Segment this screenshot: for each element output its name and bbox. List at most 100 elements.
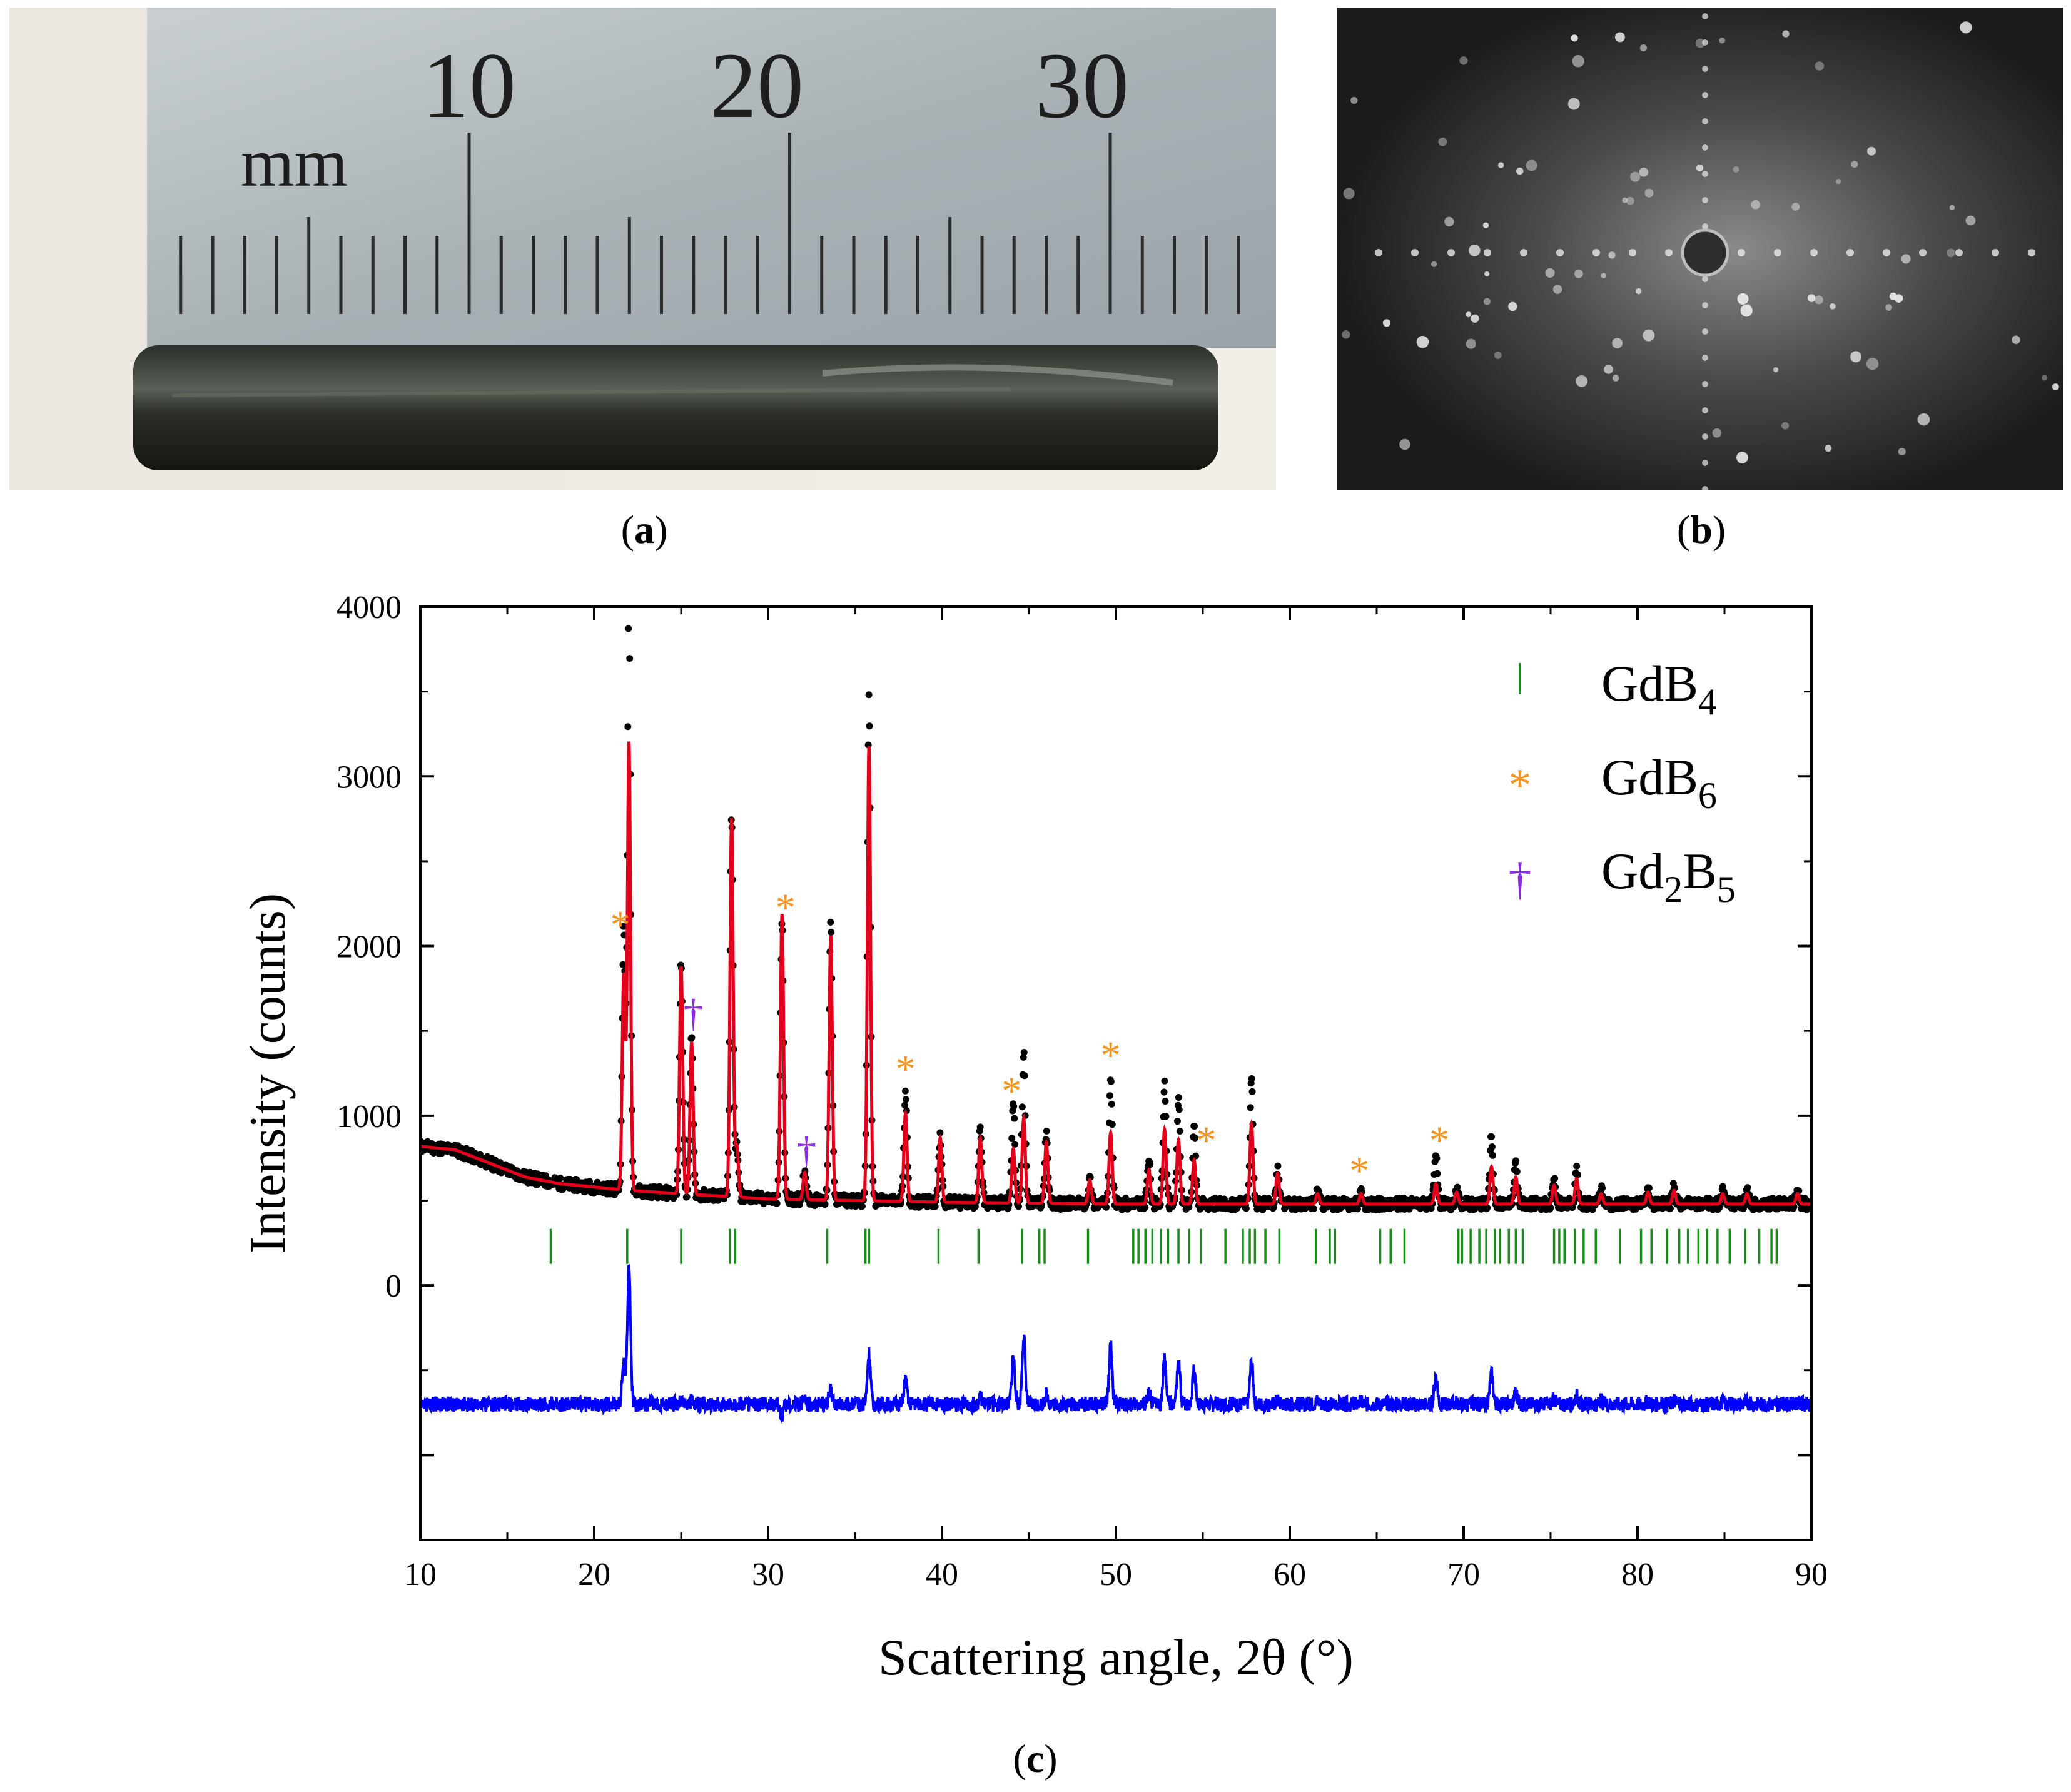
laue-spot <box>2028 249 2035 256</box>
x-tick-label: 40 <box>926 1557 958 1592</box>
panel-label-a: (a) <box>620 507 668 552</box>
ruler-body <box>147 8 1276 348</box>
laue-spot <box>1774 249 1781 256</box>
observed-point <box>625 597 632 604</box>
observed-point <box>901 1101 909 1109</box>
laue-spot <box>2052 383 2059 390</box>
laue-spot <box>1733 166 1739 173</box>
x-tick-label: 10 <box>404 1557 437 1592</box>
laue-spot <box>1466 311 1472 318</box>
laue-spot <box>1947 248 1955 257</box>
observed-point <box>1010 1103 1018 1110</box>
ruler-number-20: 20 <box>710 34 804 138</box>
beam-stop <box>1681 228 1729 277</box>
laue-spot <box>1484 249 1491 256</box>
observed-point <box>1162 1098 1169 1105</box>
laue-spot <box>1552 285 1562 294</box>
laue-spot <box>1702 171 1708 177</box>
laue-spot <box>1497 162 1504 168</box>
laue-spot <box>1737 293 1749 305</box>
observed-point <box>1744 1184 1751 1192</box>
laue-spot <box>1482 222 1489 228</box>
observed-point <box>1487 1133 1495 1140</box>
observed-point <box>828 929 835 936</box>
y-tick-label: 1000 <box>337 1099 402 1135</box>
observed-point <box>1162 1113 1170 1120</box>
ruler-sample-photo: mm 10 20 30 <box>9 8 1276 490</box>
y-tick-label: 0 <box>385 1268 402 1304</box>
observed-point <box>1175 1094 1182 1101</box>
gdb6-marker: * <box>1349 1148 1369 1193</box>
observed-point <box>1106 1092 1113 1100</box>
laue-spot <box>2042 375 2048 381</box>
laue-spot <box>1608 251 1616 259</box>
observed-point <box>1242 1205 1250 1212</box>
laue-spot <box>1626 196 1634 205</box>
gdb6-marker: * <box>1429 1118 1449 1162</box>
laue-spot <box>1702 328 1708 335</box>
observed-point <box>1248 1088 1256 1095</box>
observed-point <box>1147 1161 1154 1168</box>
x-tick-label: 70 <box>1447 1557 1480 1592</box>
laue-spot <box>1665 249 1673 256</box>
x-tick-label: 20 <box>578 1557 610 1592</box>
observed-point <box>773 1200 781 1207</box>
observed-point <box>984 1205 991 1212</box>
gdb6-marker: * <box>896 1046 916 1091</box>
laue-spot <box>1889 292 1897 300</box>
gd2b5-marker: † <box>796 1128 816 1173</box>
laue-diffraction-pattern <box>1337 8 2063 490</box>
observed-point <box>1020 1048 1028 1056</box>
laue-spot <box>1702 39 1708 46</box>
laue-spot <box>1342 330 1350 339</box>
laue-spot <box>1382 319 1390 327</box>
observed-point <box>1175 1106 1183 1113</box>
laue-spot <box>1807 294 1816 302</box>
observed-point <box>625 625 632 632</box>
x-tick-label: 60 <box>1273 1557 1306 1592</box>
observed-point <box>1011 1140 1019 1148</box>
laue-spot <box>1612 375 1619 382</box>
laue-spot <box>1574 269 1583 278</box>
laue-spot <box>1639 167 1649 177</box>
laue-spot <box>1635 288 1642 295</box>
laue-spot <box>1471 314 1479 323</box>
legend-gdb6-marker: * <box>1509 760 1532 811</box>
observed-point <box>931 1203 939 1210</box>
laue-spot <box>1438 137 1447 146</box>
laue-spot <box>1814 295 1823 305</box>
laue-spot <box>1639 44 1648 52</box>
observed-point <box>821 1200 829 1208</box>
observed-point <box>1513 1168 1521 1175</box>
laue-spot <box>1791 203 1800 211</box>
laue-spot <box>1851 161 1858 168</box>
observed-point <box>1512 1157 1519 1165</box>
laue-spot <box>1622 197 1628 203</box>
laue-spot <box>1702 433 1708 440</box>
observed-point <box>626 655 634 662</box>
laue-spot <box>1702 197 1708 203</box>
laue-spot <box>1696 164 1704 172</box>
laue-spot <box>1965 215 1976 226</box>
observed-point <box>1573 1162 1581 1170</box>
gdb4-tick-marks <box>549 1228 1778 1264</box>
observed-point <box>1018 1103 1026 1111</box>
laue-spot <box>1571 34 1578 42</box>
observed-point <box>1484 1204 1491 1212</box>
x-axis-label: Scattering angle, 2θ (°) <box>878 1629 1354 1686</box>
laue-spot <box>1702 460 1708 466</box>
y-tick-label: 2000 <box>337 929 402 965</box>
laue-spot <box>1466 338 1476 349</box>
observed-point <box>1489 1152 1496 1159</box>
observed-point <box>1103 1203 1110 1211</box>
laue-spot <box>1830 303 1836 310</box>
laue-spot <box>1736 452 1748 463</box>
observed-point <box>1310 1205 1317 1213</box>
laue-spot <box>1815 61 1825 71</box>
laue-spot <box>1702 223 1708 230</box>
observed-point <box>683 1193 691 1201</box>
observed-point <box>1247 1104 1254 1111</box>
ruler-number-30: 30 <box>1035 34 1129 138</box>
observed-point <box>1667 1205 1674 1212</box>
observed-point <box>1161 1077 1168 1085</box>
